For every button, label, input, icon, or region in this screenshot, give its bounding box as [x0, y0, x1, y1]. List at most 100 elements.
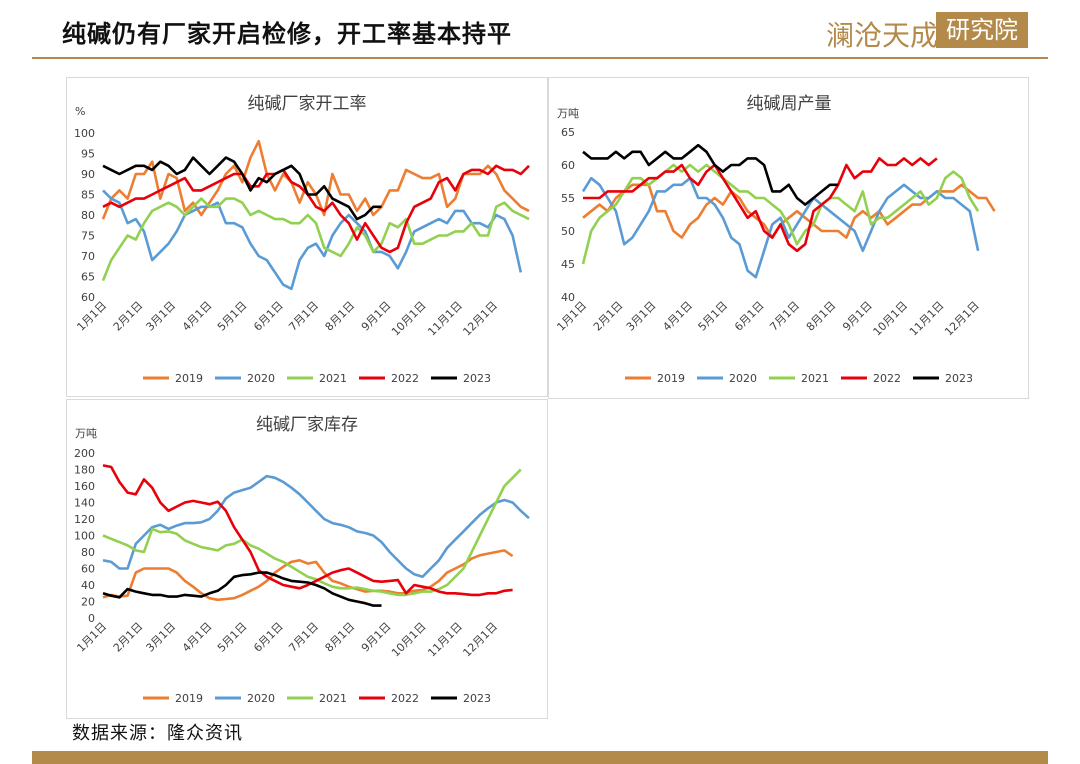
y-tick-label: 90: [81, 168, 95, 181]
legend-label-2020: 2020: [729, 372, 757, 385]
legend-label-2022: 2022: [391, 372, 419, 385]
chart-title: 纯碱厂家开工率: [248, 94, 367, 114]
y-tick-label: 45: [561, 258, 575, 271]
y-tick-label: 85: [81, 189, 95, 202]
y-tick-label: 75: [81, 230, 95, 243]
legend-label-2020: 2020: [247, 692, 275, 705]
x-tick-label: 2月1日: [591, 299, 626, 334]
y-tick-label: 120: [74, 513, 95, 526]
y-tick-label: 180: [74, 464, 95, 477]
series-line-2019: [582, 183, 996, 239]
data-source-note: 数据来源：隆众资讯: [72, 723, 243, 744]
x-tick-label: 10月1日: [389, 299, 429, 339]
legend-label-2019: 2019: [657, 372, 685, 385]
chart-title: 纯碱周产量: [747, 94, 832, 114]
y-tick-label: 95: [81, 148, 95, 161]
y-tick-label: 55: [561, 192, 575, 205]
x-tick-label: 8月1日: [323, 620, 358, 655]
x-tick-label: 7月1日: [767, 299, 802, 334]
legend-label-2022: 2022: [391, 692, 419, 705]
legend-label-2021: 2021: [319, 692, 347, 705]
y-tick-label: 40: [81, 579, 95, 592]
x-tick-label: 1月1日: [554, 299, 589, 334]
series-line-2023: [582, 143, 839, 206]
y-tick-label: 65: [561, 126, 575, 139]
y-unit-label: %: [75, 105, 85, 118]
x-tick-label: 6月1日: [732, 299, 767, 334]
x-tick-label: 4月1日: [660, 299, 695, 334]
x-tick-label: 1月1日: [74, 299, 109, 334]
series-line-2019: [102, 549, 514, 602]
x-tick-label: 6月1日: [251, 299, 286, 334]
chart-title: 纯碱厂家库存: [256, 415, 358, 435]
chart-weekly-output: 纯碱周产量 万吨 40 45 50 55 60 65 1月1日 2月1日 3月1日 4月1日 5月1日 6…: [548, 77, 1029, 399]
x-tick-label: 11月1日: [425, 620, 465, 660]
series-line-2021: [581, 163, 980, 265]
x-tick-label: 11月1日: [907, 299, 947, 339]
x-tick-label: 5月1日: [215, 299, 250, 334]
x-tick-label: 10月1日: [871, 299, 911, 339]
x-tick-label: 7月1日: [286, 620, 321, 655]
y-tick-label: 70: [81, 250, 95, 263]
x-tick-label: 1月1日: [74, 620, 109, 655]
y-tick-label: 60: [81, 291, 95, 304]
y-unit-label: 万吨: [557, 107, 579, 120]
legend-label-2023: 2023: [463, 372, 491, 385]
x-tick-label: 2月1日: [111, 620, 146, 655]
chart-operating-rate: 纯碱厂家开工率% 60 65 70 75 80 85 90 95 100 1月1日 2月1日 3月1日 4…: [66, 77, 548, 397]
y-tick-label: 160: [74, 480, 95, 493]
x-tick-label: 2月1日: [111, 299, 146, 334]
page-title: 纯碱仍有厂家开启检修，开工率基本持平: [62, 20, 512, 48]
x-tick-label: 4月1日: [180, 299, 215, 334]
logo-text: 澜沧天成: [826, 19, 939, 52]
series-line-2020: [102, 189, 523, 291]
x-tick-label: 9月1日: [359, 620, 394, 655]
x-tick-label: 3月1日: [144, 620, 179, 655]
legend-label-2022: 2022: [873, 372, 901, 385]
y-tick-label: 80: [81, 546, 95, 559]
legend-label-2021: 2021: [801, 372, 829, 385]
y-tick-label: 65: [81, 271, 95, 284]
legend-label-2023: 2023: [463, 692, 491, 705]
series-line-2021: [101, 197, 530, 282]
legend-label-2019: 2019: [175, 372, 203, 385]
x-tick-label: 7月1日: [286, 299, 321, 334]
y-unit-label: 万吨: [75, 427, 97, 440]
x-tick-label: 3月1日: [144, 299, 179, 334]
y-tick-label: 200: [74, 447, 95, 460]
header-divider: [32, 57, 1048, 59]
legend-label-2020: 2020: [247, 372, 275, 385]
x-tick-label: 9月1日: [840, 299, 875, 334]
legend-label-2021: 2021: [319, 372, 347, 385]
x-tick-label: 8月1日: [323, 299, 358, 334]
series-line-2023: [102, 156, 382, 221]
x-tick-label: 10月1日: [389, 620, 429, 660]
y-tick-label: 140: [74, 497, 95, 510]
logo-box: 研究院: [936, 12, 1028, 48]
y-tick-label: 100: [74, 530, 95, 543]
legend-label-2023: 2023: [945, 372, 973, 385]
y-tick-label: 60: [561, 159, 575, 172]
x-tick-label: 5月1日: [696, 299, 731, 334]
series-line-2023: [102, 571, 382, 607]
x-tick-label: 12月1日: [942, 299, 982, 339]
chart-factory-inventory: 纯碱厂家库存 万吨 0 20 40 60 80 100 120 140 160 180 200 1月1日 2…: [66, 399, 548, 719]
x-tick-label: 11月1日: [425, 299, 465, 339]
y-tick-label: 100: [74, 127, 95, 140]
x-tick-label: 3月1日: [624, 299, 659, 334]
series-line-2022: [583, 157, 938, 253]
x-tick-label: 9月1日: [359, 299, 394, 334]
series-line-2022: [102, 164, 530, 254]
x-tick-label: 12月1日: [460, 620, 500, 660]
x-tick-label: 6月1日: [251, 620, 286, 655]
footer-bar: [32, 751, 1048, 764]
x-tick-label: 5月1日: [215, 620, 250, 655]
y-tick-label: 60: [81, 563, 95, 576]
brand-logo: 澜沧天成 研究院: [826, 12, 1028, 52]
series-line-2021: [102, 468, 522, 597]
x-tick-label: 8月1日: [804, 299, 839, 334]
series-line-2020: [581, 176, 980, 279]
